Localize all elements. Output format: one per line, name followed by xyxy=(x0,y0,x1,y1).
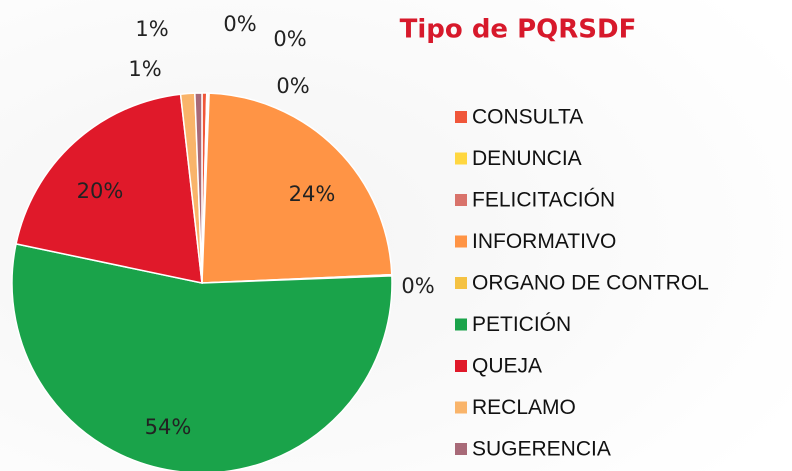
data-label: 0% xyxy=(273,27,306,51)
pie-slice xyxy=(15,93,203,284)
data-label: 1% xyxy=(135,17,168,41)
data-label: 0% xyxy=(223,12,256,36)
pie-slice xyxy=(11,242,393,471)
legend-swatch xyxy=(455,277,467,289)
legend-label: ORGANO DE CONTROL xyxy=(472,272,709,295)
legend-label: CONSULTA xyxy=(472,106,583,129)
legend-swatch xyxy=(455,318,467,331)
data-label: 20% xyxy=(77,179,124,203)
legend-label: INFORMATIVO xyxy=(472,230,616,253)
legend-swatch xyxy=(455,443,467,455)
legend-swatch xyxy=(455,235,467,248)
data-label: 0% xyxy=(401,274,434,298)
pie xyxy=(11,92,393,471)
legend-label: FELICITACIÓN xyxy=(472,189,615,212)
data-label: 1% xyxy=(128,57,161,81)
legend-label: SUGERENCIA xyxy=(472,438,611,461)
legend-label: RECLAMO xyxy=(472,396,576,419)
legend-swatch xyxy=(455,360,467,372)
pie-slice xyxy=(194,92,203,284)
chart-title: Tipo de PQRSDF xyxy=(400,15,637,45)
pie-slice xyxy=(201,92,393,284)
legend-label: QUEJA xyxy=(472,355,542,378)
legend-label: PETICIÓN xyxy=(472,313,571,336)
legend-swatch xyxy=(455,111,467,123)
legend-swatch xyxy=(455,194,467,206)
data-label: 54% xyxy=(145,415,192,439)
legend: CONSULTA DENUNCIA FELICITACIÓN INFORMATIVO O… xyxy=(455,106,709,461)
data-label: 24% xyxy=(289,182,336,206)
data-label: 0% xyxy=(276,74,309,98)
legend-label: DENUNCIA xyxy=(472,147,582,170)
data-labels: 0% 0% 0% 24% 0% 54% 20% 1% 1% xyxy=(77,12,435,439)
legend-swatch xyxy=(455,401,467,414)
legend-swatch xyxy=(455,152,467,165)
